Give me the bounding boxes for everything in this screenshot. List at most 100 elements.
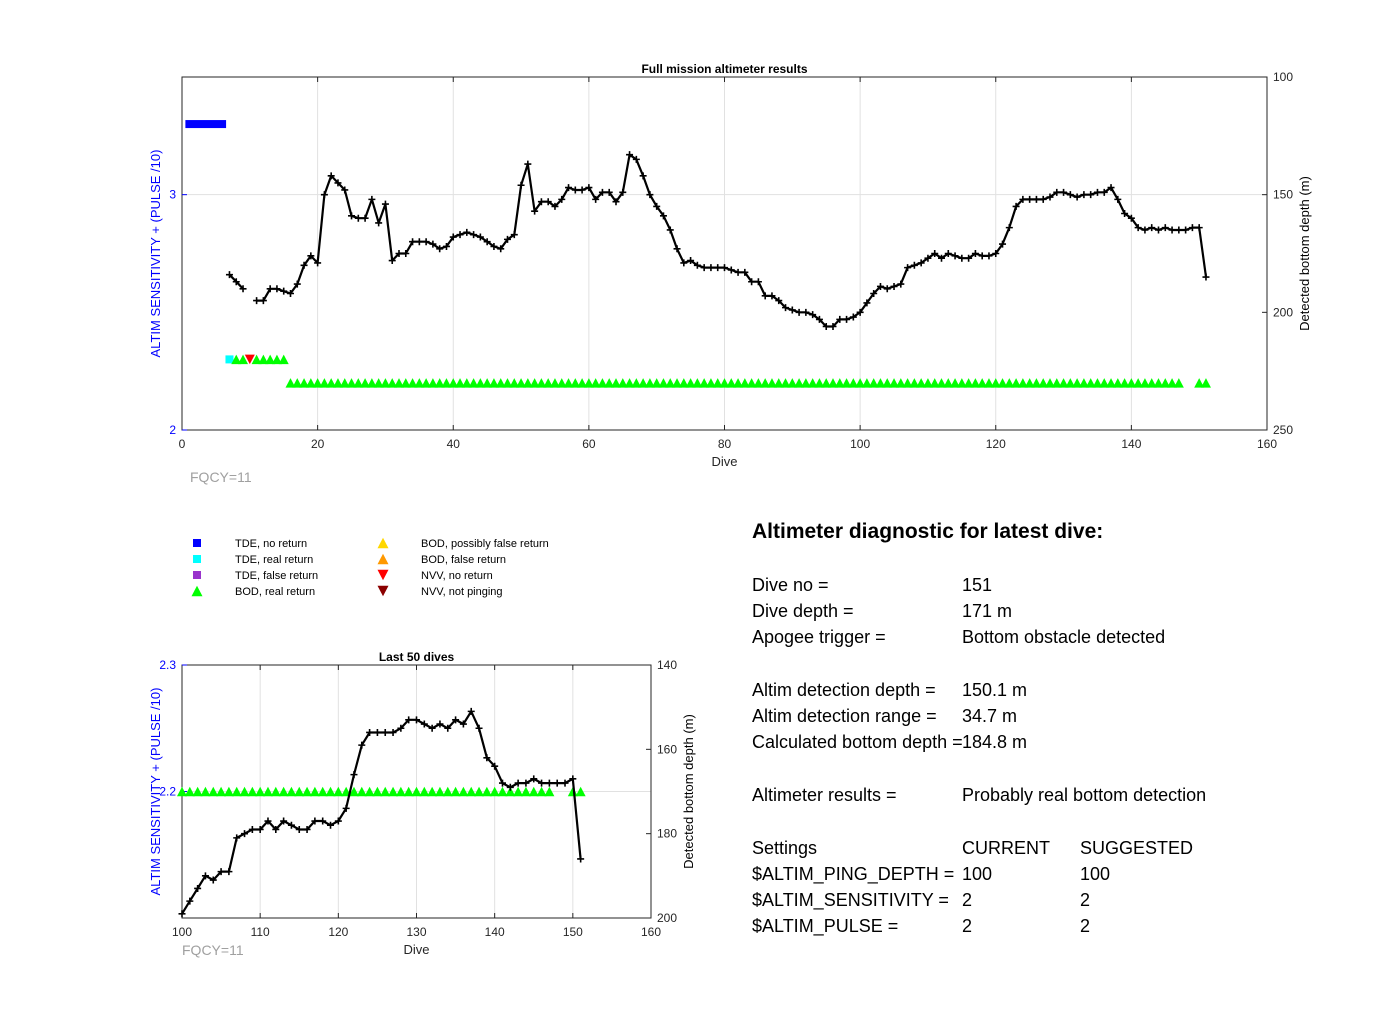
bod-real-return-marker	[326, 378, 337, 388]
bod-real-return-marker	[1139, 378, 1150, 388]
y-right-axis-label: Detected bottom depth (m)	[1297, 176, 1312, 331]
depth-point	[592, 195, 600, 203]
bod-real-return-marker	[726, 378, 737, 388]
ping-depth-suggested: 100	[1080, 864, 1111, 884]
bod-real-return-marker	[753, 378, 764, 388]
bod-real-return-marker	[388, 786, 399, 797]
depth-point	[1188, 224, 1196, 232]
depth-point	[883, 285, 891, 293]
depth-point	[904, 264, 912, 272]
depth-point	[405, 716, 413, 724]
bod-real-return-marker	[278, 786, 289, 797]
depth-point	[1093, 188, 1101, 196]
bod-real-return-marker	[685, 378, 696, 388]
depth-point	[598, 188, 606, 196]
depth-point	[775, 297, 783, 305]
bod-real-return-marker	[231, 786, 242, 797]
bod-real-return-marker	[536, 786, 547, 797]
depth-point	[1175, 226, 1183, 234]
y-left-tick-label: 2.3	[159, 658, 176, 672]
depth-point	[232, 278, 240, 286]
bod-real-return-marker	[394, 378, 404, 388]
depth-point	[272, 825, 280, 833]
bod-real-return-marker	[624, 378, 635, 388]
depth-point	[381, 200, 389, 208]
legend-marker-tde-no-return	[193, 539, 201, 547]
bod-real-return-marker	[516, 378, 527, 388]
depth-point	[748, 278, 756, 286]
bod-real-return-marker	[712, 378, 723, 388]
bod-real-return-marker	[265, 354, 276, 365]
bod-real-return-marker	[970, 378, 981, 388]
dive-depth-label: Dive depth =	[752, 601, 854, 621]
bod-real-return-marker	[834, 378, 845, 388]
depth-point	[856, 308, 864, 316]
bod-real-return-marker	[419, 786, 430, 797]
bod-real-return-marker	[597, 378, 608, 388]
depth-point	[802, 308, 810, 316]
bod-real-return-marker	[780, 378, 791, 388]
ping-depth-label: $ALTIM_PING_DEPTH =	[752, 864, 955, 884]
depth-point	[876, 282, 884, 290]
depth-point	[1202, 273, 1210, 281]
bod-real-return-marker	[520, 786, 531, 797]
depth-point	[965, 254, 973, 262]
bod-real-return-marker	[577, 378, 588, 388]
depth-point	[978, 252, 986, 260]
depth-point	[361, 214, 369, 222]
bod-real-return-marker	[414, 378, 425, 388]
bod-real-return-marker	[889, 378, 900, 388]
bod-real-return-marker	[1051, 378, 1062, 388]
depth-point	[300, 261, 308, 269]
bod-real-return-marker	[522, 378, 533, 388]
y-right-tick-label: 160	[657, 742, 677, 756]
y-right-tick-label: 150	[1273, 188, 1293, 202]
depth-point	[1168, 226, 1176, 234]
depth-point	[910, 261, 918, 269]
bod-real-return-marker	[1099, 378, 1110, 388]
x-tick-label: 80	[718, 437, 732, 451]
depth-point	[314, 259, 322, 267]
bod-real-return-marker	[638, 378, 649, 388]
depth-point	[768, 292, 776, 300]
bod-real-return-marker	[570, 378, 581, 388]
bod-real-return-marker	[1058, 378, 1069, 388]
depth-point	[612, 198, 620, 206]
bod-real-return-marker	[294, 786, 305, 797]
x-axis-label: Dive	[711, 454, 737, 469]
bod-real-return-marker	[231, 354, 242, 365]
bod-real-return-marker	[1200, 378, 1211, 388]
bod-real-return-marker	[909, 378, 920, 388]
x-tick-label: 160	[641, 925, 661, 939]
depth-point	[1141, 226, 1149, 234]
legend-marker-bod-real-return	[191, 585, 203, 597]
depth-point	[687, 257, 695, 265]
depth-point	[348, 212, 356, 220]
bod-real-return-marker	[583, 378, 594, 388]
depth-point	[795, 308, 803, 316]
depth-point	[585, 184, 593, 192]
bod-real-return-marker	[631, 378, 642, 388]
depth-point	[870, 290, 878, 298]
depth-point	[1107, 184, 1115, 192]
bod-real-return-marker	[943, 378, 954, 388]
depth-point	[829, 322, 837, 330]
apogee-value: Bottom obstacle detected	[962, 627, 1166, 647]
depth-point	[420, 720, 428, 728]
bod-real-return-marker	[258, 354, 269, 365]
bod-real-return-marker	[497, 786, 508, 797]
depth-point	[569, 775, 577, 783]
bod-real-return-marker	[800, 378, 811, 388]
ping-depth-current: 100	[962, 864, 993, 884]
depth-point	[293, 280, 301, 288]
depth-point	[497, 245, 505, 253]
chart-title: Full mission altimeter results	[641, 62, 807, 76]
bod-real-return-marker	[339, 378, 350, 388]
depth-point	[368, 195, 376, 203]
depth-point	[342, 804, 350, 812]
bod-real-return-marker	[395, 786, 406, 797]
x-tick-label: 140	[485, 925, 505, 939]
y-right-tick-label: 200	[657, 911, 677, 925]
bod-real-return-marker	[787, 378, 798, 388]
